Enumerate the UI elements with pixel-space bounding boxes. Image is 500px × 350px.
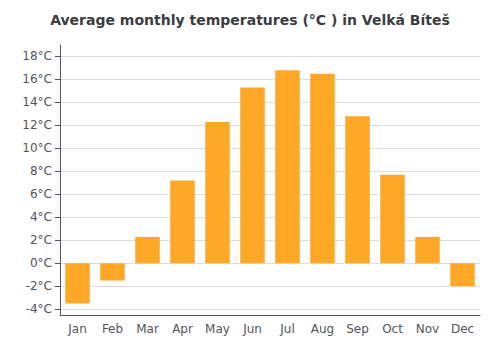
svg-text:10°C: 10°C xyxy=(22,141,52,155)
svg-text:Dec: Dec xyxy=(451,322,474,336)
svg-text:Average monthly temperatures (: Average monthly temperatures (°C ) in Ve… xyxy=(50,12,450,28)
svg-text:Jan: Jan xyxy=(67,322,87,336)
svg-text:-4°C: -4°C xyxy=(26,302,52,316)
svg-text:Apr: Apr xyxy=(172,322,193,336)
svg-text:0°C: 0°C xyxy=(30,256,52,270)
svg-text:Jul: Jul xyxy=(279,322,294,336)
svg-text:Feb: Feb xyxy=(102,322,123,336)
svg-text:Oct: Oct xyxy=(382,322,403,336)
svg-text:Jun: Jun xyxy=(242,322,262,336)
svg-text:-2°C: -2°C xyxy=(26,279,52,293)
svg-text:6°C: 6°C xyxy=(30,187,52,201)
svg-text:8°C: 8°C xyxy=(30,164,52,178)
svg-text:Mar: Mar xyxy=(136,322,159,336)
svg-text:Nov: Nov xyxy=(416,322,439,336)
svg-text:May: May xyxy=(205,322,230,336)
svg-text:16°C: 16°C xyxy=(22,72,52,86)
svg-text:12°C: 12°C xyxy=(22,118,52,132)
svg-text:4°C: 4°C xyxy=(30,210,52,224)
svg-text:14°C: 14°C xyxy=(22,95,52,109)
svg-text:Aug: Aug xyxy=(311,322,334,336)
svg-text:Sep: Sep xyxy=(346,322,369,336)
svg-text:2°C: 2°C xyxy=(30,233,52,247)
svg-text:18°C: 18°C xyxy=(22,49,52,63)
